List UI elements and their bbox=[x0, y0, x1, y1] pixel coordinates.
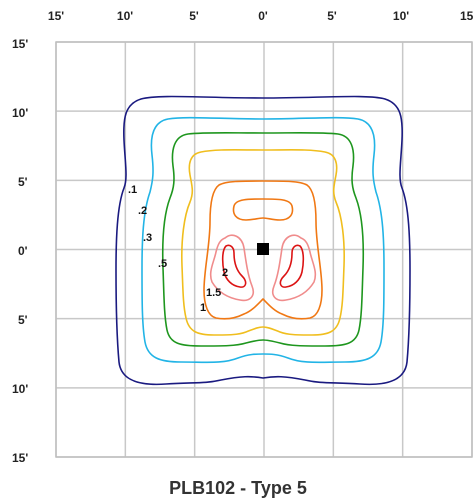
contour-0.1 bbox=[115, 95, 411, 386]
contour-2-right bbox=[279, 244, 305, 288]
x-tick-label: 5' bbox=[327, 9, 337, 23]
contour-label: .3 bbox=[143, 232, 152, 244]
contour-label: .1 bbox=[128, 184, 137, 196]
y-tick-label: 15' bbox=[12, 451, 28, 465]
contour-0.5 bbox=[181, 149, 345, 336]
contour-1 bbox=[203, 180, 323, 320]
x-tick-label: 15 bbox=[460, 9, 474, 23]
contour-1.5-right bbox=[271, 234, 317, 302]
y-tick-label: 5' bbox=[18, 175, 28, 189]
y-tick-label: 0' bbox=[18, 244, 28, 258]
x-tick-label: 10' bbox=[117, 9, 133, 23]
x-tick-label: 10' bbox=[393, 9, 409, 23]
y-tick-label: 10' bbox=[12, 382, 28, 396]
x-tick-label: 0' bbox=[258, 9, 268, 23]
chart-title: PLB102 - Type 5 bbox=[169, 478, 307, 498]
x-tick-label: 5' bbox=[189, 9, 199, 23]
fixture-marker bbox=[257, 243, 269, 255]
contour-1-inner bbox=[232, 198, 294, 221]
y-tick-label: 15' bbox=[12, 37, 28, 51]
contour-label: 1 bbox=[200, 302, 206, 314]
x-tick-label: 15' bbox=[48, 9, 64, 23]
contour-label: .2 bbox=[138, 205, 147, 217]
plot-frame bbox=[55, 41, 473, 458]
contour-label: 2 bbox=[222, 267, 228, 279]
contour-label: .5 bbox=[158, 258, 167, 270]
isofootcandle-plot: 15' 10' 5' 0' 5' 10' 15 15' 10' 5' 0' 5'… bbox=[12, 9, 474, 465]
contour-label: 1.5 bbox=[206, 287, 221, 299]
contour-0.2 bbox=[141, 116, 385, 364]
y-tick-label: 5' bbox=[18, 313, 28, 327]
contour-0.3 bbox=[161, 131, 365, 347]
y-tick-label: 10' bbox=[12, 106, 28, 120]
x-axis-ticks: 15' 10' 5' 0' 5' 10' 15 bbox=[48, 9, 474, 23]
y-axis-ticks: 15' 10' 5' 0' 5' 10' 15' bbox=[12, 37, 28, 465]
contour-2-left bbox=[221, 244, 247, 288]
contour-1.5-left bbox=[209, 234, 255, 302]
